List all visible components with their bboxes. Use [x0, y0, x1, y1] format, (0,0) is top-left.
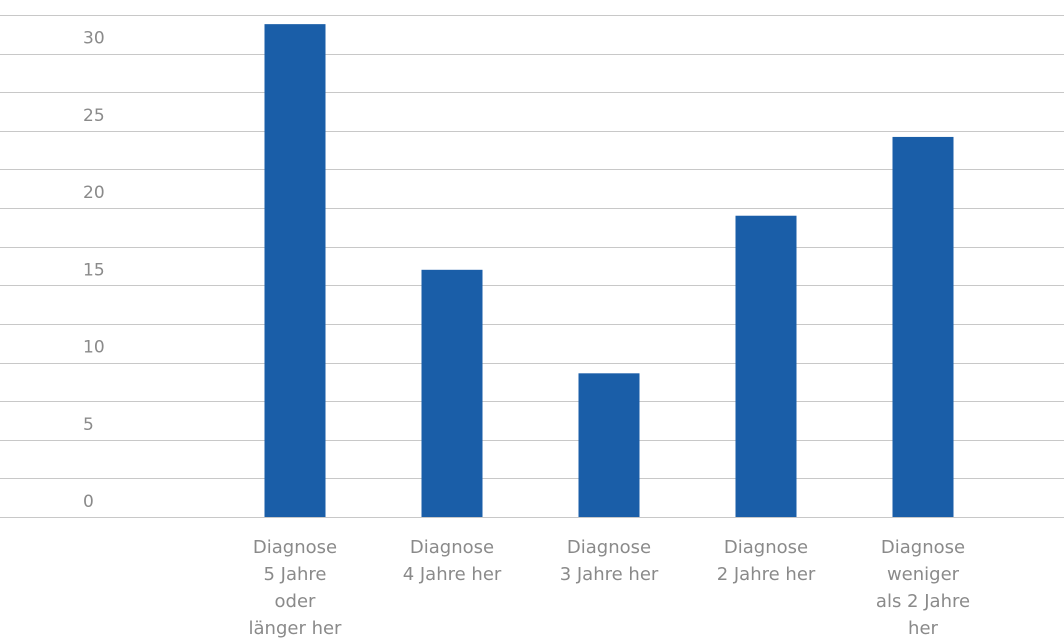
category-label: Diagnose — [567, 537, 651, 558]
category-label: her — [908, 618, 938, 639]
y-axis-ticks: 0 5 10 15 20 25 30 — [83, 29, 105, 513]
category-label: Diagnose — [724, 537, 808, 558]
y-tick-label: 5 — [83, 415, 94, 435]
bar — [421, 269, 483, 517]
x-axis-labels: Diagnose 5 Jahre oder länger her Diagnose 4 J… — [249, 537, 971, 639]
category-label: 3 Jahre her — [560, 564, 659, 585]
y-tick-label: 0 — [83, 492, 94, 512]
y-tick-label: 20 — [83, 183, 105, 203]
category-label: 5 Jahre — [264, 564, 327, 585]
category-label: Diagnose — [253, 537, 337, 558]
category-label: oder — [275, 591, 317, 612]
y-tick-label: 30 — [83, 29, 105, 49]
category-label: als 2 Jahre — [876, 591, 970, 612]
bar — [892, 136, 954, 517]
category-label: 2 Jahre her — [717, 564, 816, 585]
category-label: weniger — [887, 564, 960, 585]
category-label: 4 Jahre her — [403, 564, 502, 585]
category-label: Diagnose — [881, 537, 965, 558]
category-label: länger her — [249, 618, 343, 639]
bar — [264, 24, 326, 518]
bars — [264, 24, 954, 518]
y-tick-label: 10 — [83, 338, 105, 358]
category-label: Diagnose — [410, 537, 494, 558]
bar — [735, 215, 797, 517]
gridlines — [0, 15, 1064, 518]
y-tick-label: 25 — [83, 106, 105, 126]
bar — [578, 373, 640, 517]
y-tick-label: 15 — [83, 260, 105, 280]
